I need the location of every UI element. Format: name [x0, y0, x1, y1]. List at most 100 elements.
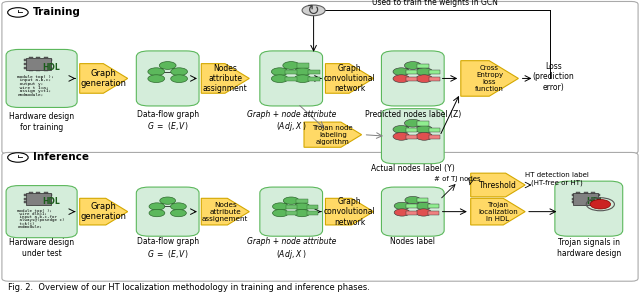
FancyBboxPatch shape [50, 59, 52, 61]
FancyBboxPatch shape [285, 205, 297, 209]
FancyBboxPatch shape [591, 192, 595, 194]
FancyBboxPatch shape [307, 211, 318, 215]
Circle shape [171, 68, 188, 75]
FancyBboxPatch shape [406, 135, 417, 139]
Text: HDL: HDL [586, 197, 604, 206]
Text: endmodule;: endmodule; [17, 225, 42, 229]
Text: Inference: Inference [33, 152, 90, 163]
Circle shape [171, 75, 188, 83]
FancyBboxPatch shape [29, 192, 33, 194]
Circle shape [393, 68, 410, 75]
Text: Graph
convolutional
network: Graph convolutional network [324, 64, 375, 93]
Circle shape [273, 203, 289, 210]
FancyBboxPatch shape [381, 187, 444, 236]
Text: module top( );: module top( ); [17, 75, 54, 79]
FancyBboxPatch shape [597, 198, 600, 200]
Text: Graph + node attribute
$(Adj,X\ )$: Graph + node attribute $(Adj,X\ )$ [246, 237, 336, 260]
FancyBboxPatch shape [406, 211, 417, 215]
Text: Trojan node
labeling
algorithm: Trojan node labeling algorithm [312, 125, 353, 145]
Circle shape [148, 75, 164, 83]
Circle shape [284, 197, 299, 204]
FancyBboxPatch shape [2, 152, 638, 281]
FancyBboxPatch shape [36, 70, 40, 71]
FancyBboxPatch shape [26, 193, 51, 205]
Text: wire t 1=a;: wire t 1=a; [17, 86, 49, 90]
FancyBboxPatch shape [573, 193, 598, 205]
FancyBboxPatch shape [572, 194, 574, 196]
FancyBboxPatch shape [285, 77, 297, 81]
FancyBboxPatch shape [406, 128, 417, 132]
Circle shape [149, 209, 165, 217]
FancyBboxPatch shape [428, 204, 438, 208]
FancyBboxPatch shape [406, 77, 417, 81]
Text: Nodes label: Nodes label [390, 237, 435, 246]
Circle shape [393, 133, 410, 140]
Circle shape [393, 75, 410, 83]
Polygon shape [80, 64, 128, 93]
FancyBboxPatch shape [297, 63, 308, 68]
FancyBboxPatch shape [308, 70, 320, 74]
Polygon shape [326, 198, 374, 225]
Text: Graph
generation: Graph generation [81, 202, 127, 221]
Text: Nodes
attribute
assignement: Nodes attribute assignement [202, 202, 248, 222]
Text: t=k(j): t=k(j) [17, 222, 35, 226]
Circle shape [159, 62, 176, 69]
Text: input a,b,c,for: input a,b,c,for [17, 215, 58, 219]
FancyBboxPatch shape [24, 202, 27, 203]
Circle shape [294, 203, 310, 210]
Circle shape [148, 68, 164, 75]
FancyBboxPatch shape [44, 70, 48, 71]
Polygon shape [201, 198, 249, 225]
FancyBboxPatch shape [429, 135, 440, 139]
Text: endmodule;: endmodule; [17, 93, 44, 97]
Circle shape [393, 126, 410, 133]
Text: Predicted nodes label (Z): Predicted nodes label (Z) [365, 110, 461, 118]
Circle shape [271, 68, 288, 75]
FancyBboxPatch shape [36, 204, 40, 205]
FancyBboxPatch shape [429, 128, 440, 132]
FancyBboxPatch shape [50, 202, 52, 203]
FancyBboxPatch shape [417, 121, 429, 126]
FancyBboxPatch shape [591, 204, 595, 205]
FancyBboxPatch shape [36, 192, 40, 194]
Circle shape [404, 62, 421, 69]
Text: Cross
Entropy
loss
function: Cross Entropy loss function [475, 65, 504, 92]
FancyBboxPatch shape [260, 187, 323, 236]
Circle shape [294, 68, 311, 75]
Polygon shape [201, 64, 249, 93]
Circle shape [8, 8, 28, 17]
Text: HT detection label
(HT-free or HT): HT detection label (HT-free or HT) [525, 172, 589, 186]
Circle shape [404, 119, 421, 127]
Text: Training: Training [33, 7, 81, 17]
FancyBboxPatch shape [576, 192, 580, 194]
Text: input a,b,c;: input a,b,c; [17, 78, 51, 83]
FancyBboxPatch shape [136, 187, 199, 236]
FancyBboxPatch shape [406, 204, 417, 208]
FancyBboxPatch shape [50, 63, 52, 65]
FancyBboxPatch shape [44, 204, 48, 205]
Text: output y;: output y; [17, 82, 44, 86]
FancyBboxPatch shape [428, 211, 438, 215]
Circle shape [405, 197, 420, 204]
Polygon shape [461, 61, 518, 96]
Circle shape [415, 209, 431, 216]
FancyBboxPatch shape [29, 57, 33, 58]
Text: Graph + node attribute
$(Adj,X\ )$: Graph + node attribute $(Adj,X\ )$ [246, 110, 336, 133]
Text: Hardware design
under test: Hardware design under test [9, 238, 74, 258]
Polygon shape [326, 64, 374, 93]
FancyBboxPatch shape [6, 49, 77, 107]
Polygon shape [80, 198, 128, 225]
FancyBboxPatch shape [597, 194, 600, 196]
Circle shape [394, 209, 410, 216]
FancyBboxPatch shape [296, 199, 308, 203]
Text: assign y=t1;: assign y=t1; [17, 89, 51, 93]
Circle shape [170, 203, 186, 210]
FancyBboxPatch shape [406, 70, 417, 74]
FancyBboxPatch shape [584, 192, 588, 194]
Polygon shape [471, 198, 525, 225]
FancyBboxPatch shape [584, 204, 588, 205]
FancyBboxPatch shape [417, 198, 428, 202]
Text: HDL: HDL [42, 63, 60, 72]
Text: Trojan signals in
hardware design: Trojan signals in hardware design [557, 238, 621, 258]
Circle shape [416, 133, 433, 140]
